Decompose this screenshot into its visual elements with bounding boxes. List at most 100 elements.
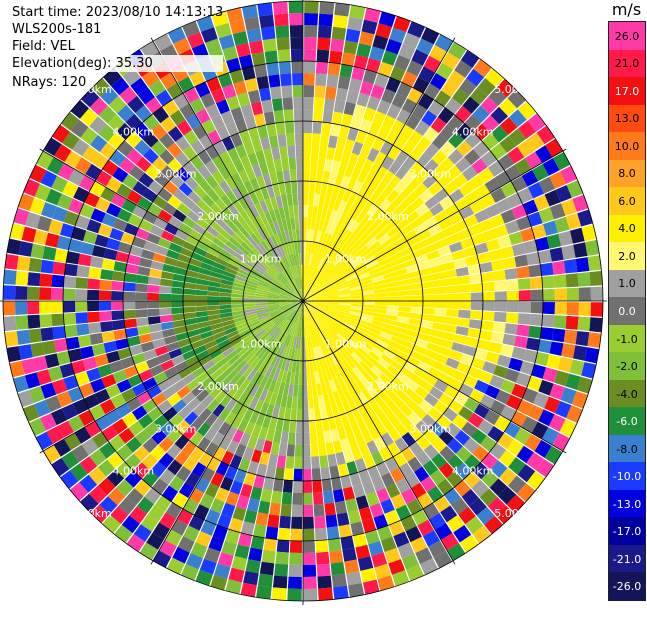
radar-gate [374, 229, 387, 241]
radar-gate [111, 280, 124, 291]
radar-gate [210, 220, 223, 233]
radar-gate [285, 321, 292, 333]
radar-gate [261, 549, 276, 564]
radar-gate [433, 279, 447, 288]
radar-gate [442, 331, 456, 342]
radar-gate [515, 372, 531, 387]
radar-gate [230, 372, 243, 385]
radar-gate [107, 114, 125, 132]
radar-gate [315, 73, 327, 87]
radar-gate [336, 226, 345, 239]
radar-gate [303, 360, 307, 373]
radar-gate [207, 309, 220, 316]
radar-gate [317, 345, 325, 359]
radar-gate [137, 266, 151, 276]
radar-gate [312, 322, 320, 334]
radar-gate [436, 62, 454, 80]
radar-gate [237, 391, 249, 405]
radar-gate [317, 575, 332, 589]
radar-gate [420, 476, 437, 493]
radar-gate [281, 306, 293, 313]
radar-gate [446, 515, 465, 533]
radar-gate [351, 66, 366, 81]
radar-gate [53, 439, 71, 457]
radar-gate [381, 170, 395, 185]
radar-gate [218, 407, 231, 422]
radar-gate [239, 432, 251, 447]
radar-gate [315, 243, 322, 256]
radar-gate [311, 323, 318, 335]
radar-gate [410, 295, 423, 301]
radar-gate [423, 243, 438, 254]
radar-gate [343, 101, 356, 116]
radar-gate [254, 386, 264, 400]
radar-gate [263, 254, 273, 266]
radar-gate [218, 377, 231, 390]
radar-gate [303, 169, 310, 182]
radar-gate [51, 378, 68, 395]
radar-gate [353, 349, 366, 361]
colorbar-tick-label: 1.0 [618, 277, 636, 291]
radar-gate [172, 379, 187, 393]
radar-gate [237, 244, 250, 256]
radar-gate [84, 192, 100, 208]
radar-gate [361, 251, 374, 262]
radar-gate [291, 297, 303, 301]
radar-gate [353, 104, 366, 119]
radar-gate [133, 524, 152, 542]
radar-gate [393, 531, 410, 548]
radar-gate [209, 349, 223, 360]
radar-gate [303, 289, 305, 301]
radar-gate [326, 295, 339, 299]
radar-gate [54, 248, 69, 263]
radar-gate [350, 298, 363, 301]
radar-gate [408, 441, 424, 457]
radar-gate [295, 291, 303, 301]
radar-gate [227, 203, 240, 217]
radar-gate [374, 305, 387, 310]
radar-gate [401, 417, 415, 432]
radar-gate [303, 293, 313, 301]
radar-gate [292, 266, 297, 279]
radar-gate [331, 26, 347, 41]
radar-gate [311, 133, 321, 146]
radar-gate [555, 401, 572, 419]
radar-gate [418, 326, 432, 336]
radar-gate [349, 255, 362, 266]
radar-gate [75, 289, 88, 301]
radar-gate [330, 237, 339, 249]
radar-gate [540, 327, 554, 341]
radar-gate [146, 532, 164, 550]
radar-gate [303, 157, 311, 170]
radar-gate [316, 169, 324, 183]
radar-gate [482, 228, 497, 242]
radar-gate [182, 372, 196, 386]
radar-gate [195, 306, 208, 312]
radar-gate [303, 145, 312, 158]
radar-gate [256, 175, 266, 189]
radar-gate [194, 81, 211, 98]
radar-gate [267, 299, 279, 301]
radar-gate [303, 516, 314, 529]
radar-gate [205, 364, 219, 377]
radar-gate [129, 344, 143, 356]
radar-gate [231, 233, 244, 245]
radar-gate [399, 403, 413, 417]
radar-gate [290, 348, 296, 361]
radar-gate [304, 336, 308, 349]
radar-gate [485, 238, 500, 252]
radar-gate [374, 292, 387, 298]
radar-gate [308, 241, 313, 254]
radar-gate [504, 268, 518, 280]
radar-gate [159, 133, 175, 149]
radar-gate [147, 316, 161, 325]
radar-gate [268, 453, 278, 467]
radar-gate [470, 87, 488, 105]
radar-gate [23, 179, 40, 197]
radar-gate [135, 429, 151, 445]
radar-gate [205, 38, 222, 55]
radar-gate [356, 268, 369, 277]
radar-gate [303, 372, 307, 385]
radar-gate [348, 152, 359, 167]
radar-gate [171, 301, 184, 308]
